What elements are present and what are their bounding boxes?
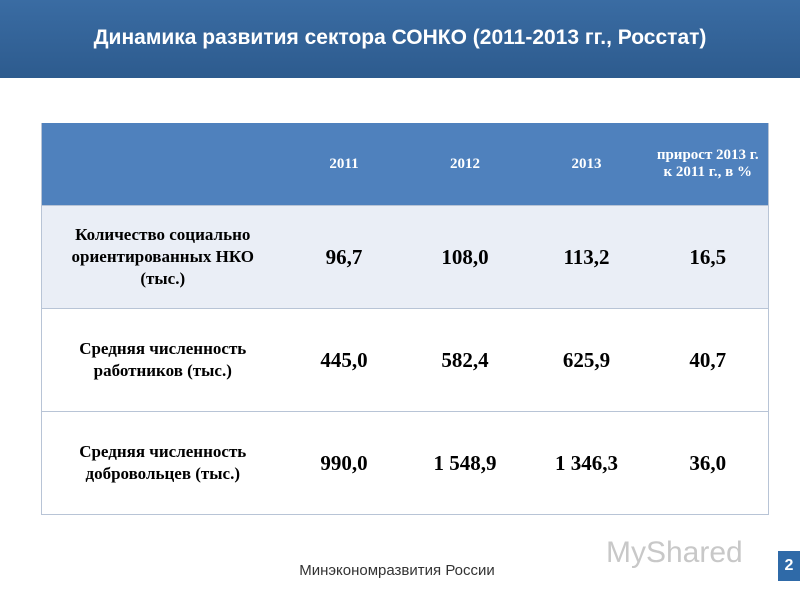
column-header: 2013 <box>525 123 648 206</box>
cell: 625,9 <box>525 308 648 412</box>
header-band: Динамика развития сектора СОНКО (2011-20… <box>0 0 800 78</box>
footer-source: Минэкономразвития России <box>299 562 495 579</box>
cell: 1 346,3 <box>525 411 648 515</box>
cell: 1 548,9 <box>404 411 526 515</box>
cell: 445,0 <box>283 308 405 412</box>
cell: 96,7 <box>283 205 405 309</box>
column-header <box>41 123 284 206</box>
cell: 582,4 <box>404 308 526 412</box>
header-row: 2011 2012 2013 прирост 2013 г. к 2011 г., в… <box>41 123 769 206</box>
cell: 113,2 <box>525 205 648 309</box>
table-row: Количество социально ориентированных НКО… <box>41 205 769 309</box>
cell: 40,7 <box>647 308 769 412</box>
row-label: Количество социально ориентированных НКО… <box>41 205 284 309</box>
column-header: прирост 2013 г. к 2011 г., в % <box>647 123 769 206</box>
row-label: Средняя численность работников (тыс.) <box>41 308 284 412</box>
cell: 36,0 <box>647 411 769 515</box>
page-number: 2 <box>778 551 800 581</box>
column-header: 2011 <box>283 123 405 206</box>
cell: 16,5 <box>647 205 769 309</box>
watermark: MyShared <box>606 536 743 569</box>
table-row: Средняя численность работников (тыс.) 445… <box>41 308 769 412</box>
cell: 108,0 <box>404 205 526 309</box>
title: Динамика развития сектора СОНКО (2011-20… <box>93 26 707 49</box>
table-row: Средняя численность добровольцев (тыс.) 9… <box>41 411 769 515</box>
cell: 990,0 <box>283 411 405 515</box>
row-label: Средняя численность добровольцев (тыс.) <box>41 411 284 515</box>
column-header: 2012 <box>404 123 526 206</box>
data-table: 2011 2012 2013 прирост 2013 г. к 2011 г., в… <box>41 123 769 515</box>
